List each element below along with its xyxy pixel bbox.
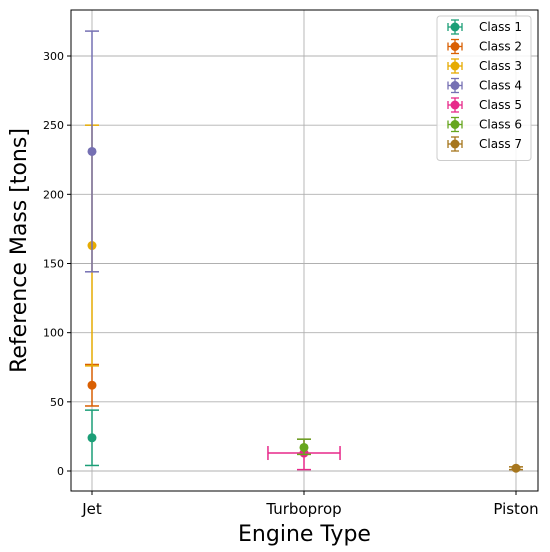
x-tick-label: Piston (493, 500, 538, 518)
legend-label: Class 7 (479, 137, 522, 151)
legend-label: Class 2 (479, 40, 522, 54)
y-tick-label: 100 (43, 327, 64, 340)
legend-item: Class 1 (447, 19, 522, 35)
legend-marker (450, 139, 460, 149)
x-axis: Jet Turboprop Piston (81, 491, 539, 518)
y-tick-label: 200 (43, 188, 64, 201)
legend-label: Class 4 (479, 79, 522, 93)
legend-item: Class 4 (447, 77, 522, 94)
y-axis-title: Reference Mass [tons] (7, 128, 32, 373)
legend-marker (450, 81, 460, 90)
grid (71, 10, 538, 491)
legend-item: Class 2 (447, 38, 522, 55)
legend-label: Class 6 (479, 118, 522, 132)
legend-item: Class 3 (447, 58, 522, 74)
legend-item: Class 5 (447, 97, 522, 113)
data-point (87, 380, 97, 390)
x-tick-label: Jet (81, 500, 102, 518)
y-tick-label: 250 (43, 119, 64, 132)
y-tick-label: 50 (50, 396, 64, 409)
legend-item: Class 7 (447, 136, 522, 152)
legend-marker (450, 61, 460, 71)
legend-label: Class 3 (479, 59, 522, 73)
legend-marker (450, 120, 460, 129)
series-class-4 (85, 30, 99, 273)
legend: Class 1 Class 2 Class 3 Class 4 Class 5 Class… (436, 15, 532, 161)
legend-marker (450, 22, 460, 32)
legend-item: Class 6 (447, 116, 522, 133)
y-tick-label: 0 (57, 465, 64, 478)
legend-marker (450, 42, 460, 51)
y-tick-label: 300 (43, 50, 64, 63)
plot-area (85, 30, 523, 473)
legend-marker (450, 100, 460, 110)
legend-label: Class 1 (479, 20, 522, 34)
data-point (87, 433, 97, 443)
data-point (87, 146, 97, 156)
series-class-2 (85, 363, 99, 407)
data-point (511, 463, 521, 473)
x-tick-label: Turboprop (265, 500, 341, 518)
data-point (299, 442, 309, 452)
series-class-1 (85, 409, 99, 467)
legend-label: Class 5 (479, 98, 522, 112)
y-tick-label: 150 (43, 258, 64, 271)
x-axis-title: Engine Type (238, 522, 371, 547)
series-class-7 (509, 463, 523, 473)
y-axis: 0 50 100 150 200 250 300 (43, 50, 71, 478)
series-class-6 (297, 438, 311, 456)
